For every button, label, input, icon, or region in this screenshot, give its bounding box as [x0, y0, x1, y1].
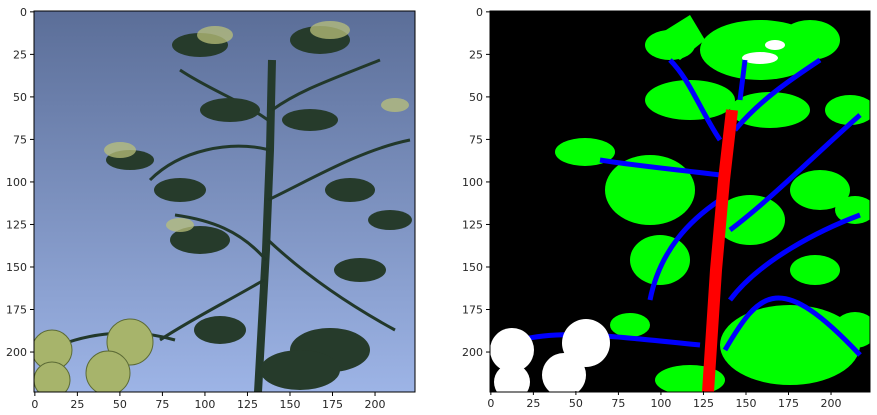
y-tick-label: 125 — [6, 218, 27, 231]
x-tick-label: 100 — [194, 398, 215, 411]
x-tick-label: 150 — [279, 398, 300, 411]
x-tick-label: 50 — [113, 398, 127, 411]
x-tick-label: 125 — [237, 398, 258, 411]
x-tick-label: 175 — [322, 398, 343, 411]
x-tick-label: 125 — [693, 397, 714, 410]
x-tick-label: 175 — [778, 397, 799, 410]
x-tick-label: 25 — [70, 398, 84, 411]
y-tick-label: 25 — [469, 48, 483, 61]
y-tick-label: 150 — [6, 261, 27, 274]
y-tick-label: 200 — [6, 346, 27, 359]
y-tick-label: 50 — [13, 91, 27, 104]
x-tick-label: 0 — [487, 397, 494, 410]
left-y-axis: 0 25 50 75 100 125 150 175 200 — [6, 6, 34, 359]
x-tick-label: 50 — [569, 397, 583, 410]
y-tick-label: 25 — [13, 48, 27, 61]
y-tick-label: 50 — [469, 91, 483, 104]
y-tick-label: 100 — [6, 176, 27, 189]
y-tick-label: 200 — [462, 346, 483, 359]
x-tick-label: 75 — [155, 398, 169, 411]
segmentation-mask — [490, 11, 870, 392]
right-y-axis: 0 25 50 75 100 125 150 175 200 — [462, 6, 490, 359]
y-tick-label: 75 — [469, 133, 483, 146]
x-tick-label: 75 — [611, 397, 625, 410]
x-tick-label: 100 — [650, 397, 671, 410]
right-x-axis: 0 25 50 75 100 125 150 175 200 — [487, 391, 842, 410]
segmentation-panel: 0 25 50 75 100 125 150 175 200 0 25 50 75 100 125 150 1… — [462, 6, 871, 410]
photo-panel: 0 25 50 75 100 125 150 175 200 0 25 50 75 100 125 150 1… — [6, 6, 416, 411]
y-tick-label: 175 — [462, 304, 483, 317]
y-tick-label: 175 — [6, 304, 27, 317]
y-tick-label: 150 — [462, 261, 483, 274]
x-tick-label: 25 — [526, 397, 540, 410]
y-tick-label: 0 — [20, 6, 27, 19]
y-tick-label: 0 — [476, 6, 483, 19]
x-tick-label: 0 — [31, 398, 38, 411]
y-tick-label: 125 — [462, 218, 483, 231]
x-tick-label: 150 — [735, 397, 756, 410]
y-tick-label: 100 — [462, 176, 483, 189]
plant-photo — [34, 11, 415, 392]
x-tick-label: 200 — [821, 397, 842, 410]
x-tick-label: 200 — [365, 398, 386, 411]
left-x-axis: 0 25 50 75 100 125 150 175 200 — [31, 392, 386, 411]
y-tick-label: 75 — [13, 133, 27, 146]
